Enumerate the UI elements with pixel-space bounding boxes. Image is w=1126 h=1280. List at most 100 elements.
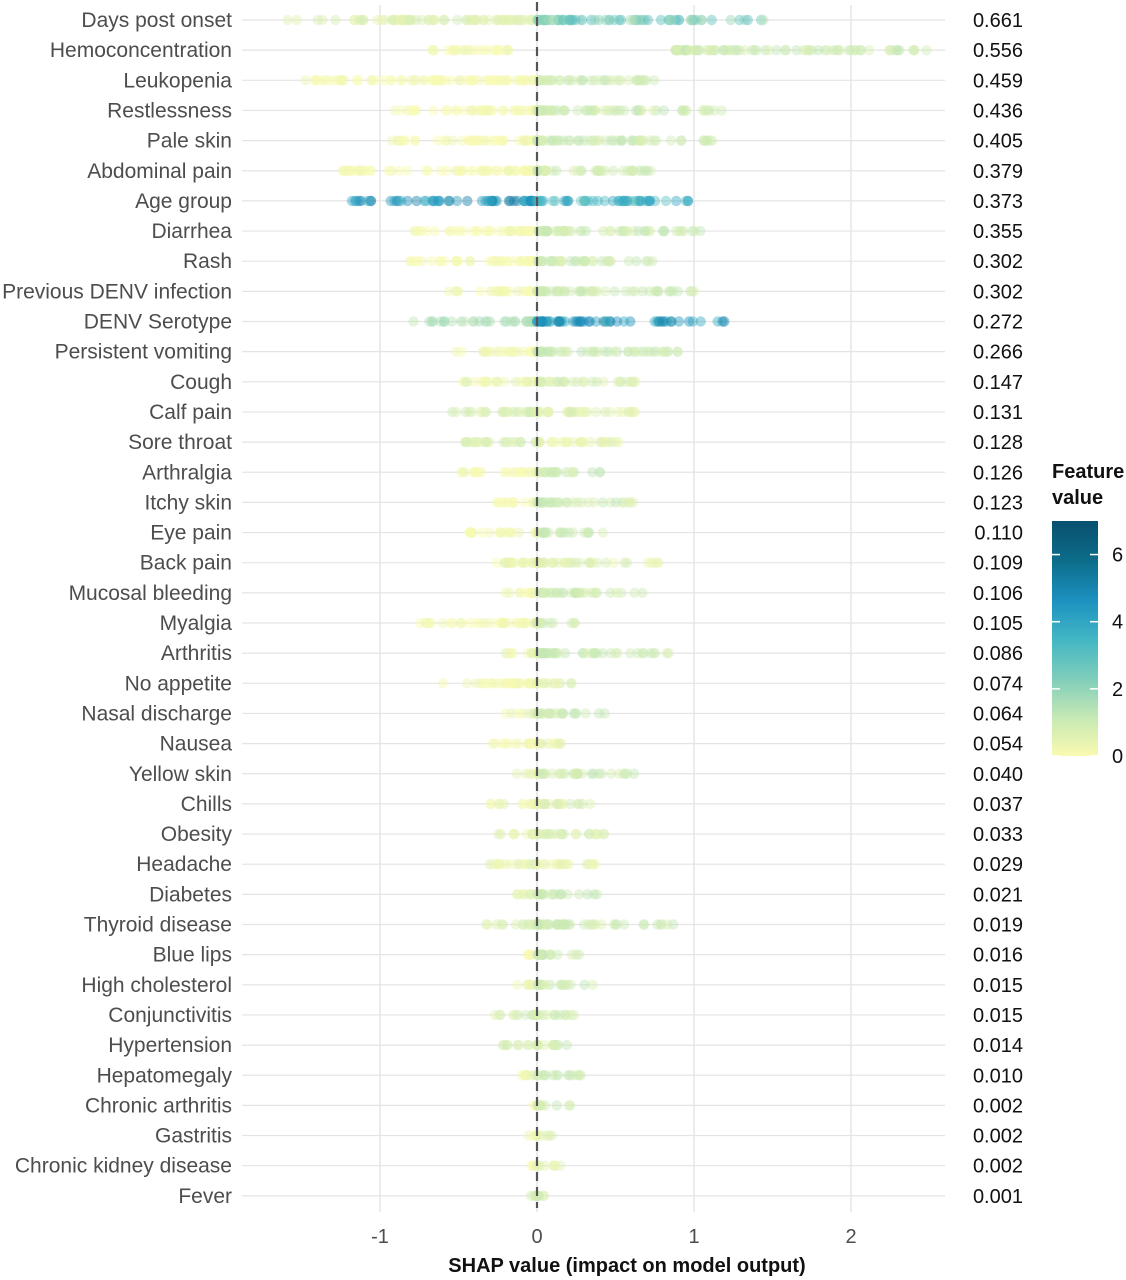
data-point [557,708,568,719]
data-point [475,105,486,116]
data-point [653,316,664,327]
data-point [421,195,432,207]
data-point [429,225,441,237]
data-point [746,44,758,56]
data-point [475,286,486,297]
data-point [701,135,712,146]
data-point [589,647,600,659]
data-point [921,44,932,56]
data-point [604,406,615,418]
data-point [570,587,581,599]
data-point [409,75,420,86]
data-point [675,44,686,56]
data-point [504,587,515,599]
data-point [515,225,526,237]
data-point [591,647,602,659]
data-point [509,316,520,327]
data-point [437,617,449,629]
data-point [496,135,508,146]
data-point [502,44,514,56]
data-point [483,14,495,26]
data-point [605,316,616,327]
data-point [578,436,589,448]
data-point [507,14,518,26]
data-point [573,949,585,960]
data-point [551,286,562,297]
data-point [358,165,369,176]
feature-label: Nausea [160,733,233,756]
data-point [553,75,564,86]
data-point [561,859,573,870]
data-point [578,376,589,387]
data-point [634,346,645,357]
data-point [415,225,427,237]
data-point [524,768,535,779]
data-point [555,919,567,930]
data-point [620,286,631,297]
data-point [638,919,649,930]
data-point [563,225,575,237]
feature-label: Yellow skin [129,763,232,786]
data-point [551,1100,562,1111]
data-point [518,346,529,357]
data-point [539,225,550,237]
data-point [509,1009,520,1021]
data-point [540,165,551,176]
data-point [586,346,597,357]
data-point [561,557,573,568]
data-point [567,527,578,538]
data-point [539,527,550,538]
data-point [555,527,566,538]
data-point [511,889,523,900]
data-point [590,919,601,930]
data-point [636,195,647,207]
data-point [633,225,644,237]
importance-value: 0.064 [973,703,1023,725]
data-point [657,225,669,237]
data-point [555,225,567,237]
data-point [564,467,576,478]
data-point [311,75,322,86]
data-point [649,195,661,207]
data-point [485,286,496,297]
data-point [524,376,536,387]
data-point [494,286,505,297]
data-point [624,497,636,508]
data-point [604,225,615,237]
data-point [819,44,831,56]
data-point [506,316,517,327]
data-point [441,135,452,146]
data-point [538,225,550,237]
data-point [726,44,737,56]
data-point [516,557,527,568]
importance-value: 0.010 [973,1065,1023,1087]
data-point [596,768,607,779]
data-point [550,738,561,749]
data-point [508,647,519,659]
data-point [620,195,631,207]
data-point [542,225,553,237]
data-point [499,376,510,387]
data-point [479,436,490,448]
data-point [499,497,510,508]
data-point [508,195,520,207]
data-point [426,316,438,327]
data-point [652,286,663,297]
data-point [498,467,510,478]
data-point [460,406,471,418]
data-point [537,647,548,659]
data-point [545,256,556,267]
data-point [343,165,355,176]
data-point [526,587,538,599]
data-point [618,316,630,327]
data-point [520,1070,531,1081]
data-point [909,44,920,56]
data-point [500,708,511,719]
data-point [594,467,606,478]
data-point [599,708,610,719]
data-point [608,346,620,357]
data-point [505,527,517,538]
data-point [542,738,553,749]
data-point [554,286,565,297]
data-point [641,256,652,267]
